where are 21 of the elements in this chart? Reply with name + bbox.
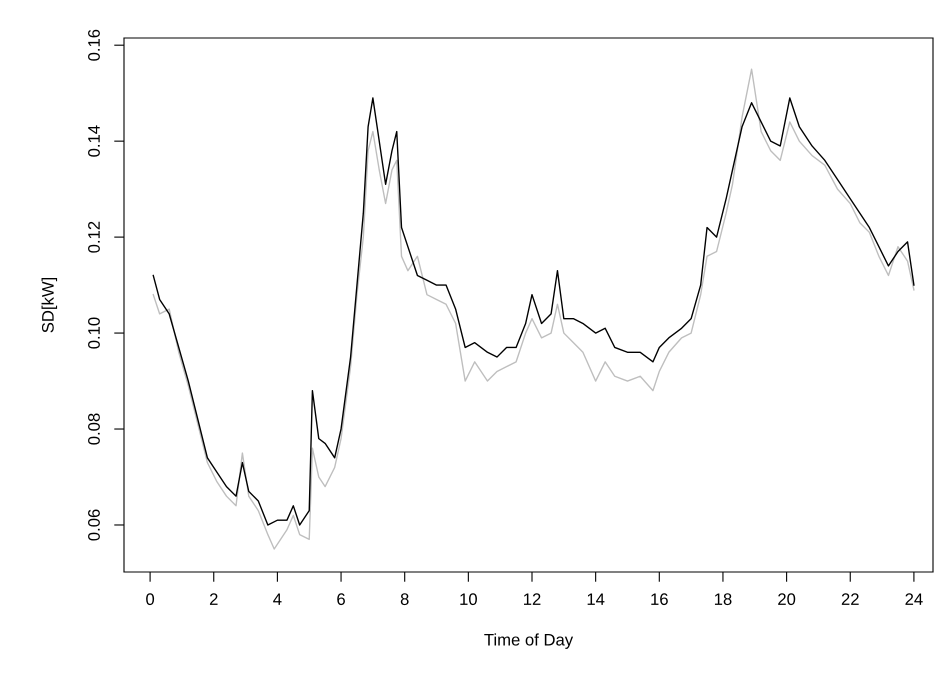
x-tick-label: 22 xyxy=(842,593,859,605)
x-tick-label: 8 xyxy=(400,593,409,606)
y-axis-title: SD[kW] xyxy=(42,278,58,332)
x-tick-label: 14 xyxy=(588,593,604,605)
x-tick-label: 20 xyxy=(778,593,796,606)
y-tick-label: 0.12 xyxy=(88,222,100,253)
x-tick-label: 6 xyxy=(337,593,345,606)
x-tick-label: 2 xyxy=(210,593,218,605)
x-axis-title: Time of Day xyxy=(484,633,574,649)
x-tick-label: 18 xyxy=(714,593,732,606)
x-tick-label: 10 xyxy=(460,593,477,606)
x-tick-label: 0 xyxy=(146,593,154,606)
x-tick-label: 4 xyxy=(273,593,282,605)
y-tick-label: 0.14 xyxy=(88,125,100,157)
y-tick-label: 0.16 xyxy=(88,30,100,61)
x-tick-label: 24 xyxy=(905,593,923,605)
x-tick-label: 16 xyxy=(651,593,668,606)
y-tick-label: 0.10 xyxy=(88,318,100,349)
y-tick-label: 0.08 xyxy=(88,414,100,445)
x-tick-label: 12 xyxy=(524,593,540,605)
y-tick-label: 0.06 xyxy=(88,509,100,541)
